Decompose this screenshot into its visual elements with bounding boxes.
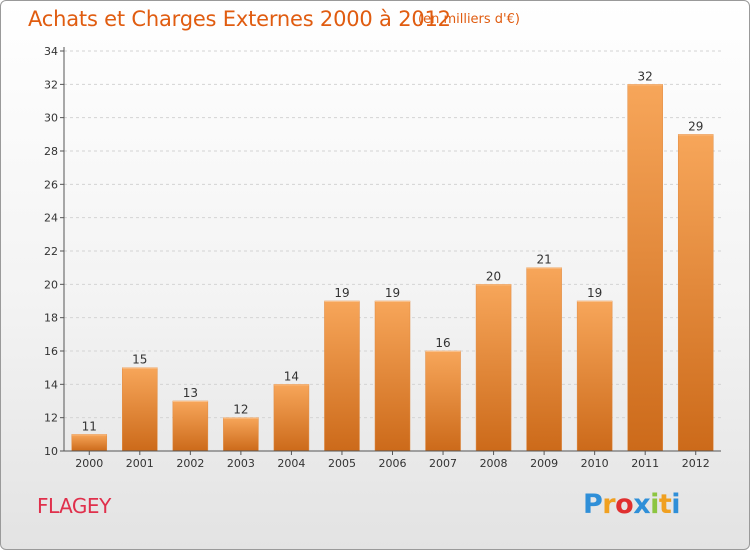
data-label: 32 (638, 69, 653, 83)
bar (172, 400, 209, 452)
x-tick-label: 2008 (480, 457, 508, 470)
bar (526, 267, 562, 452)
y-tick-label: 18 (44, 312, 58, 325)
y-tick-label: 12 (44, 412, 58, 425)
data-label: 11 (82, 419, 97, 433)
data-label: 21 (536, 253, 551, 267)
data-label: 13 (183, 386, 198, 400)
data-label: 14 (284, 369, 299, 383)
x-tick-label: 2001 (126, 457, 154, 470)
x-tick-label: 2003 (227, 457, 255, 470)
data-label: 19 (334, 286, 349, 300)
bar (627, 84, 663, 452)
bar (122, 367, 158, 452)
logo-letter: t (658, 489, 672, 520)
logo-letter: i (671, 489, 681, 520)
logo-letter: i (650, 489, 659, 520)
proxiti-logo: Proxiti (583, 489, 681, 520)
x-tick-label: 2006 (379, 457, 407, 470)
town-name: FLAGEY (37, 494, 111, 518)
x-tick-label: 2004 (277, 457, 305, 470)
x-tick-label: 2000 (75, 457, 103, 470)
data-label: 20 (486, 269, 501, 283)
bar (71, 434, 108, 452)
y-tick-label: 14 (44, 378, 58, 391)
data-label: 19 (385, 286, 400, 300)
y-tick-label: 26 (44, 178, 58, 191)
logo-letter: r (602, 489, 616, 520)
data-label: 29 (688, 119, 703, 133)
logo-letter: o (615, 489, 634, 520)
bar (475, 284, 512, 452)
bar (374, 300, 411, 452)
data-label: 19 (587, 286, 602, 300)
x-tick-label: 2007 (429, 457, 457, 470)
y-tick-label: 24 (44, 212, 58, 225)
x-tick-label: 2012 (682, 457, 710, 470)
bar (223, 417, 259, 452)
bars (71, 84, 714, 452)
y-tick-label: 32 (44, 78, 58, 91)
y-tick-label: 22 (44, 245, 58, 258)
bar (425, 350, 461, 452)
x-tick-label: 2011 (631, 457, 659, 470)
logo-letter: P (583, 489, 603, 520)
data-label: 15 (132, 353, 147, 367)
chart-title: Achats et Charges Externes 2000 à 2012 (28, 7, 451, 31)
data-label: 16 (435, 336, 450, 350)
bar (576, 300, 613, 452)
y-tick-label: 30 (44, 112, 58, 125)
axes (60, 47, 721, 455)
data-label: 12 (233, 403, 248, 417)
y-tick-label: 28 (44, 145, 58, 158)
y-tick-label: 10 (44, 445, 58, 458)
labels: 10 12 14 16 18 20 22 24 26 28 30 32 34 11 2000 15 2001 13… (44, 45, 710, 470)
x-tick-label: 2009 (530, 457, 558, 470)
y-tick-label: 16 (44, 345, 58, 358)
x-tick-label: 2005 (328, 457, 356, 470)
bar (677, 134, 714, 452)
y-tick-label: 20 (44, 278, 58, 291)
bar (273, 384, 310, 452)
x-tick-label: 2002 (176, 457, 204, 470)
logo-letter: x (633, 489, 651, 520)
chart-subtitle: (en milliers d'€) (418, 12, 520, 27)
bar (324, 300, 360, 452)
y-tick-label: 34 (44, 45, 58, 58)
x-tick-label: 2010 (581, 457, 609, 470)
